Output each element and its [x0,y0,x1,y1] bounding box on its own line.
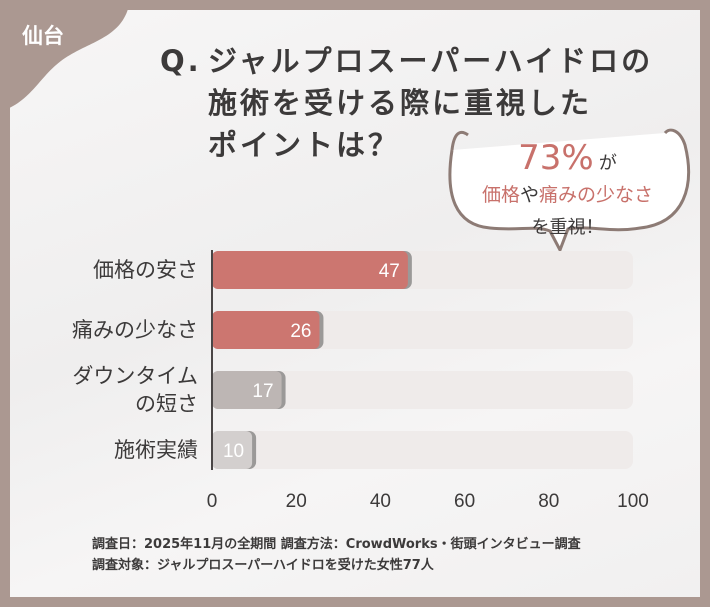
callout-item-2: 痛みの少なさ [539,184,654,206]
speech-bubble [448,128,691,254]
x-tick-label: 20 [286,491,307,512]
bar-track [212,431,633,469]
x-tick-label: 80 [538,491,559,512]
bar-value-label: 17 [252,381,273,402]
footnote-line-2: 調査対象：ジャルプロスーパーハイドロを受けた女性77人 [92,558,434,573]
bar-value-label: 47 [379,261,400,282]
callout-line-3: を重視！ [531,217,604,238]
bar-track [212,371,633,409]
question-title: Q. ジャルプロスーパーハイドロの 施術を受ける際に重視した ポイントは？ [160,40,653,166]
category-label-line: 痛みの少なさ [72,318,198,342]
x-tick-label: 0 [207,491,218,512]
bar [212,311,320,349]
callout-ya: や [519,184,539,206]
category-label: 痛みの少なさ [72,316,198,344]
bar [212,371,282,409]
title-line-2: 施術を受ける際に重視した [208,86,593,120]
bar-value-label: 10 [223,441,244,462]
footnote: 調査日：2025年11月の全期間 調査方法：CrowdWorks・街頭インタビュ… [92,534,581,576]
x-tick-label: 60 [454,491,475,512]
category-label-line: ダウンタイム [72,364,198,388]
question-marker: Q. [160,44,202,78]
category-label: 価格の安さ [93,256,198,284]
x-tick-label: 40 [370,491,391,512]
footnote-line-1: 調査日：2025年11月の全期間 調査方法：CrowdWorks・街頭インタビュ… [92,537,581,552]
region-corner-shape [0,0,130,110]
bar [212,251,408,289]
category-label-line: 価格の安さ [93,258,198,282]
bar-value-label: 26 [290,321,311,342]
callout-item-1: 価格 [481,184,520,206]
title-line-3: ポイントは？ [208,128,401,162]
callout-text: 73% が 価格や痛みの少なさ を重視！ [440,138,695,239]
card [10,10,700,597]
callout-percent: 73% [518,138,594,178]
callout-ga: が [598,153,617,174]
category-label-line: 施術実績 [114,438,198,462]
category-label-line: の短さ [135,392,198,416]
category-label: ダウンタイムの短さ [72,362,198,418]
region-label: 仙台 [22,24,64,48]
title-line-1: ジャルプロスーパーハイドロの [208,44,654,78]
category-label: 施術実績 [114,436,198,464]
bar [212,431,253,469]
x-tick-label: 100 [617,491,649,512]
